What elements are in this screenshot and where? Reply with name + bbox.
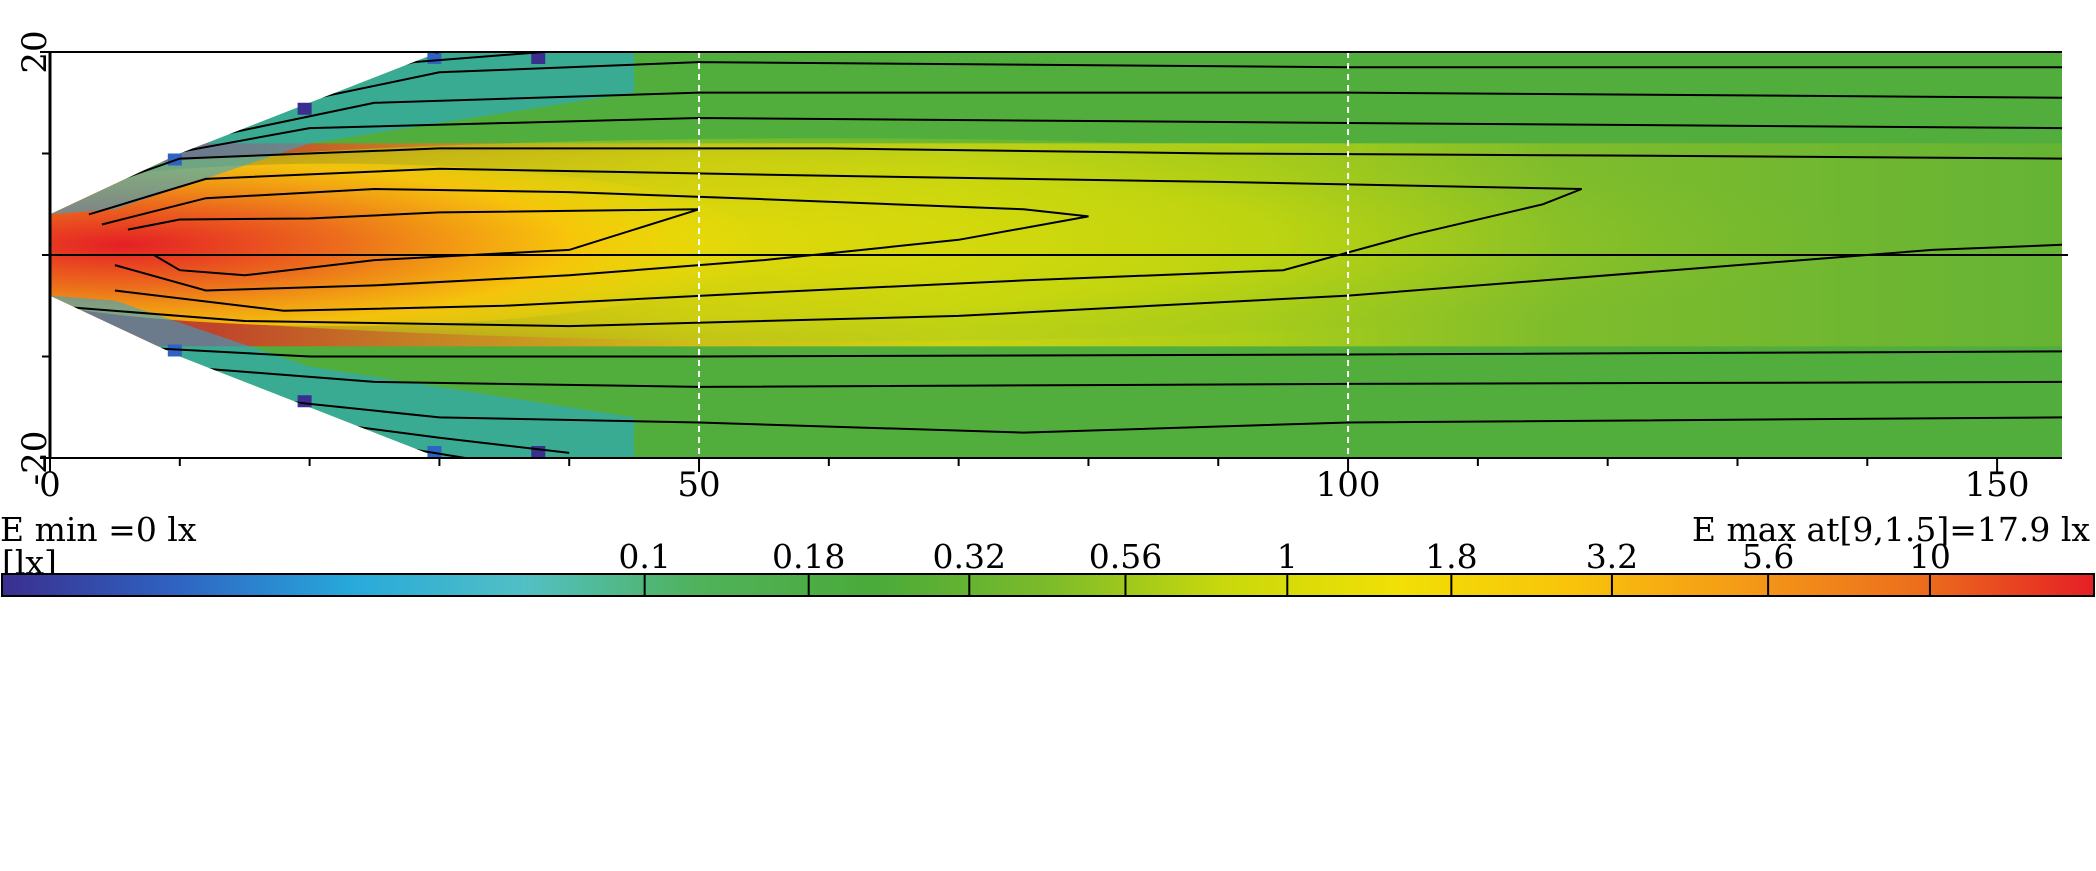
gridlines bbox=[50, 52, 2068, 458]
edge-block bbox=[297, 395, 312, 408]
colorbar-tick-label: 0.56 bbox=[1089, 537, 1162, 576]
contour-line bbox=[50, 243, 2062, 328]
colorbar-tick-label: 3.2 bbox=[1586, 537, 1638, 576]
colorbar-tick-label: 0.18 bbox=[772, 537, 845, 576]
contour-line bbox=[179, 91, 2062, 145]
colorbar-tick-label: 5.6 bbox=[1742, 537, 1794, 576]
colorbar-strip bbox=[1, 573, 2095, 597]
e-min-label: E min =0 lx bbox=[0, 510, 197, 549]
axes: 0 50 100 150 -20 20 bbox=[15, 30, 2062, 505]
y-tick-label: 20 bbox=[15, 30, 55, 73]
x-tick-label: 100 bbox=[1316, 465, 1381, 505]
colorbar-tick-label: 1 bbox=[1277, 537, 1298, 576]
colorbar: 0.1 0.18 0.32 0.56 1 1.8 3.2 5.6 10 bbox=[1, 537, 2095, 597]
contour-line bbox=[101, 187, 1089, 292]
contour-line bbox=[88, 167, 1583, 312]
contour-line bbox=[114, 345, 2062, 358]
x-tick-label: 0 bbox=[39, 465, 61, 505]
edge-block bbox=[427, 52, 442, 64]
x-tick-label: 150 bbox=[1965, 465, 2030, 505]
y-tick-label: -20 bbox=[15, 431, 55, 486]
x-tick-label: 50 bbox=[677, 465, 720, 505]
contour-line bbox=[244, 61, 2062, 114]
colorbar-tick-label: 1.8 bbox=[1425, 537, 1477, 576]
colorbar-tick-label: 10 bbox=[1909, 537, 1951, 576]
field-top-fringe bbox=[50, 52, 635, 215]
edge-block bbox=[167, 344, 182, 357]
edge-block bbox=[297, 102, 312, 115]
contour-line bbox=[127, 208, 700, 277]
e-max-label: E max at[9,1.5]=17.9 lx bbox=[1692, 510, 2090, 549]
colorbar-tick-label: 0.32 bbox=[933, 537, 1006, 576]
contour-line bbox=[50, 147, 2062, 206]
contour-line bbox=[244, 396, 2062, 434]
edge-block bbox=[531, 52, 546, 64]
colorbar-tick-label: 0.1 bbox=[618, 537, 670, 576]
